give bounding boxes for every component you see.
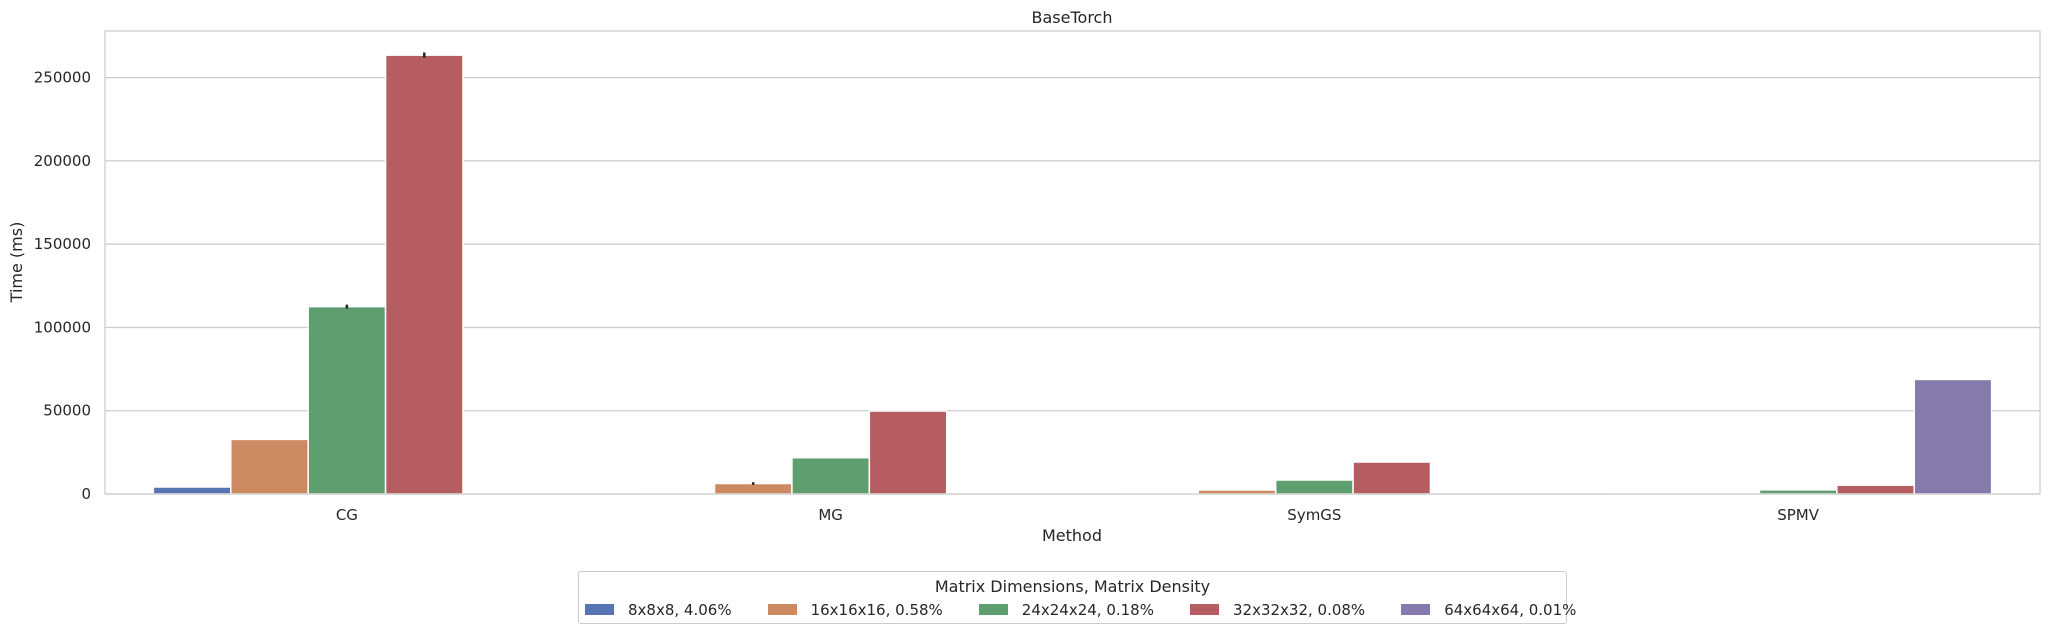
bar (384, 54, 464, 495)
legend-items: 8x8x8, 4.06% 16x16x16, 0.58% 24x24x24, 0.1… (585, 601, 1576, 619)
legend-label: 24x24x24, 0.18% (1021, 601, 1154, 619)
y-tick-label: 50000 (43, 402, 91, 420)
bar (230, 438, 309, 495)
bar (1913, 378, 1993, 495)
legend-swatch (978, 604, 1008, 615)
y-tick-label: 250000 (34, 69, 91, 87)
x-tick-label: SymGS (1287, 506, 1341, 524)
legend-title: Matrix Dimensions, Matrix Density (934, 577, 1211, 596)
x-tick-label: MG (818, 506, 843, 524)
legend-item: 16x16x16, 0.58% (767, 601, 943, 619)
bar (868, 410, 948, 495)
y-tick-label: 150000 (34, 235, 91, 253)
legend: Matrix Dimensions, Matrix Density 8x8x8,… (578, 571, 1576, 624)
y-axis-label: Time (ms) (7, 222, 26, 304)
bar (152, 486, 232, 495)
legend-swatch (1401, 604, 1431, 615)
legend-label: 32x32x32, 0.08% (1232, 601, 1366, 619)
y-tick-label: 100000 (34, 318, 91, 336)
legend-item: 64x64x64, 0.01% (1401, 601, 1576, 619)
y-tick-label: 200000 (34, 152, 91, 170)
legend-swatch (767, 604, 797, 615)
bars (152, 52, 1993, 495)
bar (1836, 484, 1915, 495)
bar (713, 482, 793, 495)
x-axis-label: Method (1042, 526, 1102, 545)
chart-title: BaseTorch (1032, 8, 1113, 27)
y-axis-ticks: 0 50000 100000 150000 200000 250000 (34, 69, 91, 503)
bar (1352, 461, 1432, 495)
legend-label: 64x64x64, 0.01% (1444, 601, 1577, 619)
legend-item: 8x8x8, 4.06% (585, 601, 732, 619)
legend-item: 32x32x32, 0.08% (1189, 601, 1366, 619)
bar (1274, 479, 1354, 495)
plot-frame (104, 30, 2041, 495)
legend-label: 8x8x8, 4.06% (628, 601, 732, 619)
bar (791, 456, 871, 495)
x-tick-label: SPMV (1777, 506, 1820, 524)
bar (307, 305, 387, 495)
legend-swatch (585, 604, 614, 615)
legend-item: 24x24x24, 0.18% (978, 601, 1154, 619)
x-tick-label: CG (336, 506, 358, 524)
legend-label: 16x16x16, 0.58% (810, 601, 943, 619)
legend-swatch (1189, 604, 1219, 615)
y-tick-label: 0 (81, 485, 91, 503)
x-axis-ticks: CG MG SymGS SPMV (336, 506, 1820, 524)
